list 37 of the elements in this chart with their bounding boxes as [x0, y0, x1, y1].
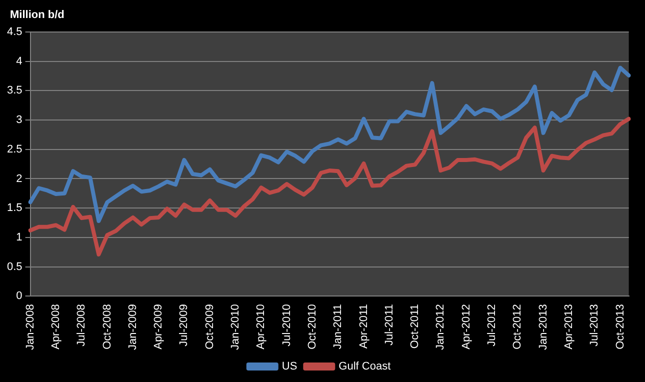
x-tick-label: Apr-2013: [562, 304, 575, 350]
legend-label: US: [282, 360, 298, 373]
x-tick-label: Jan-2011: [332, 304, 344, 350]
y-tick-label: 0: [16, 290, 22, 302]
x-tick-label: Jul-2009: [178, 304, 190, 346]
x-tick-label: Jul-2012: [486, 304, 498, 346]
x-tick-label: Jul-2013: [588, 304, 601, 346]
x-tick-label: Oct-2008: [101, 304, 114, 350]
x-tick-label: Oct-2013: [614, 304, 626, 350]
y-tick-label: 2: [16, 172, 22, 185]
x-tick-label: Jul-2010: [280, 304, 293, 346]
x-tick-label: Jan-2010: [230, 304, 242, 350]
x-tick-label: Oct-2011: [409, 304, 422, 349]
x-tick-label: Jul-2011: [383, 304, 396, 346]
y-tick-label: 0.5: [6, 260, 22, 273]
x-tick-label: Jan-2013: [537, 304, 550, 350]
x-tick-label: Apr-2012: [460, 304, 472, 350]
y-axis-title: Million b/d: [10, 9, 64, 22]
y-tick-label: 2.5: [6, 143, 22, 156]
y-tick-label: 3: [16, 114, 22, 126]
x-tick-label: Apr-2010: [255, 304, 268, 350]
legend-label: Gulf Coast: [338, 360, 391, 373]
x-tick-label: Jan-2008: [24, 304, 36, 350]
x-tick-label: Oct-2009: [204, 304, 216, 350]
y-tick-label: 1.5: [6, 202, 22, 214]
x-tick-label: Apr-2011: [358, 304, 370, 349]
x-tick-label: Apr-2009: [152, 304, 165, 350]
y-tick-label: 4.5: [6, 26, 22, 38]
y-tick-label: 4: [16, 55, 22, 68]
x-tick-label: Apr-2008: [50, 304, 62, 350]
x-tick-label: Oct-2010: [306, 304, 318, 350]
x-tick-label: Jan-2009: [126, 304, 139, 350]
x-tick-label: Jul-2008: [76, 304, 88, 346]
y-tick-label: 1: [16, 231, 22, 244]
x-tick-label: Jan-2012: [434, 304, 447, 350]
y-tick-label: 3.5: [6, 84, 22, 97]
x-tick-label: Oct-2012: [512, 304, 524, 350]
